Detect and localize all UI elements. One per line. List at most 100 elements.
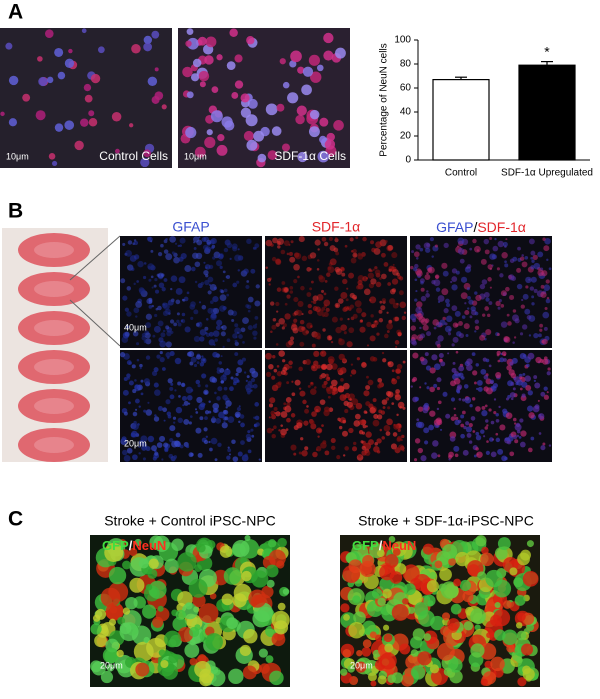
cell (316, 259, 320, 262)
cell (216, 144, 228, 156)
cell (126, 360, 132, 365)
cell (177, 244, 180, 248)
cell (236, 367, 242, 374)
cell (521, 324, 528, 330)
cell (175, 406, 183, 414)
cell (209, 376, 216, 383)
cell (530, 250, 536, 256)
cell (226, 368, 229, 371)
cell (198, 70, 210, 82)
cell (190, 356, 197, 363)
cell (436, 343, 441, 348)
significance-marker: * (544, 43, 550, 59)
cell (119, 622, 132, 635)
cell (431, 279, 436, 285)
cell (496, 353, 500, 357)
cell (241, 570, 252, 582)
cell (391, 603, 409, 621)
cell (46, 76, 54, 84)
cell (503, 358, 507, 362)
cell (209, 300, 214, 305)
cell (8, 75, 19, 86)
cell (392, 548, 401, 556)
cell (433, 326, 437, 330)
cell (337, 298, 344, 304)
cell (521, 261, 528, 268)
cell (426, 580, 439, 593)
cell (341, 430, 348, 437)
cell (97, 46, 105, 54)
cell (158, 282, 165, 288)
cell (295, 114, 305, 125)
cell (223, 288, 228, 293)
cell (140, 157, 150, 168)
cell (321, 424, 324, 428)
cell (159, 351, 163, 355)
cell (289, 290, 294, 294)
cell (366, 321, 372, 328)
cell (383, 633, 393, 643)
cell (198, 603, 219, 624)
cell (298, 366, 303, 372)
cell (100, 670, 114, 684)
cell (177, 552, 197, 572)
cell (512, 417, 517, 422)
cell (512, 387, 516, 391)
cell (546, 391, 549, 394)
cell (154, 389, 161, 396)
cell (292, 327, 299, 334)
cell (411, 250, 415, 254)
cell (457, 248, 465, 255)
cell (218, 361, 223, 365)
cell (495, 418, 500, 423)
cell (533, 262, 541, 270)
cell (258, 648, 268, 658)
cell (215, 325, 221, 331)
cell (426, 386, 430, 390)
cell (451, 305, 458, 312)
cell (282, 588, 290, 595)
cell (443, 242, 449, 248)
cell (226, 61, 236, 70)
cell (234, 323, 239, 328)
cell (542, 237, 546, 241)
cell (483, 238, 490, 245)
cell (476, 249, 480, 252)
cell (470, 416, 476, 421)
cell (184, 265, 192, 272)
cell (147, 266, 151, 269)
cell (240, 327, 246, 333)
cell (349, 374, 353, 377)
cell (469, 247, 473, 251)
cell (370, 269, 373, 273)
cell (279, 58, 286, 65)
cell (286, 294, 291, 299)
cell (242, 317, 249, 325)
cell (476, 380, 483, 386)
cell (288, 251, 293, 256)
cell (291, 392, 296, 397)
cell (374, 634, 382, 642)
cell (442, 391, 448, 397)
cell (124, 331, 130, 337)
cell (283, 287, 289, 293)
cell (313, 350, 320, 357)
cell (495, 300, 501, 307)
cell (489, 253, 496, 260)
cell (481, 279, 488, 285)
cell (350, 257, 357, 264)
cell (162, 303, 170, 310)
cell (498, 299, 502, 303)
cell (373, 324, 377, 328)
cell (507, 435, 514, 442)
cell (451, 367, 457, 373)
cell (250, 268, 256, 274)
stain-part: / (379, 538, 383, 553)
stain-label: GFP/NeuN (352, 538, 416, 553)
cell (210, 417, 217, 423)
panel-label: A (8, 1, 23, 24)
cell (388, 268, 392, 272)
cell (350, 249, 354, 253)
cell (217, 253, 224, 260)
cell (400, 438, 403, 442)
